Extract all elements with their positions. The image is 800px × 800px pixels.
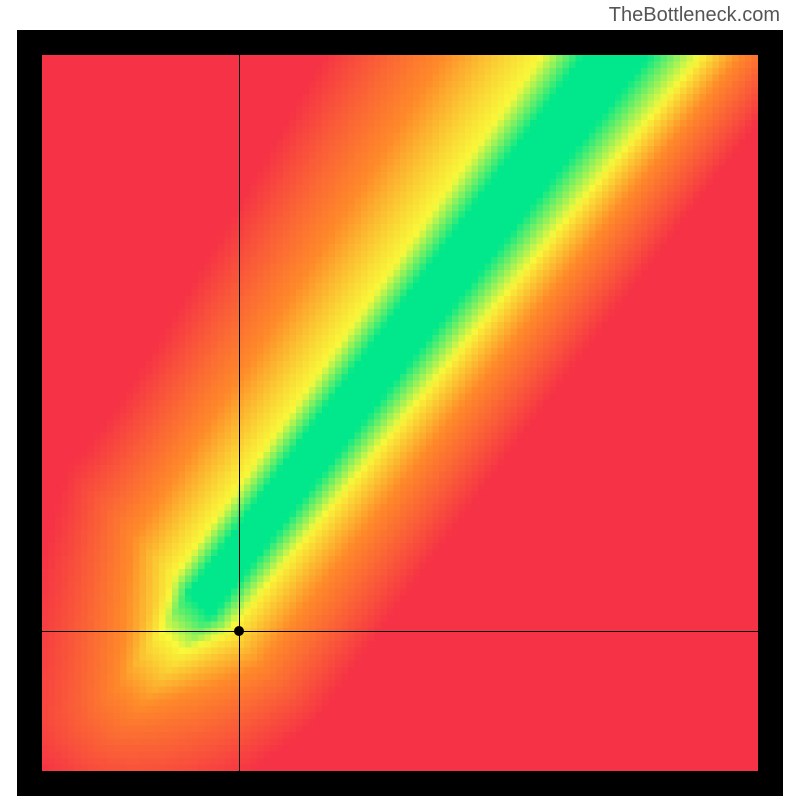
crosshair-vertical bbox=[239, 55, 240, 771]
bottleneck-heatmap bbox=[42, 55, 758, 771]
attribution-text: TheBottleneck.com bbox=[609, 4, 780, 27]
chart-frame bbox=[17, 30, 783, 796]
heatmap-container bbox=[42, 55, 758, 771]
selected-point-marker bbox=[234, 626, 244, 636]
crosshair-horizontal bbox=[42, 631, 758, 632]
